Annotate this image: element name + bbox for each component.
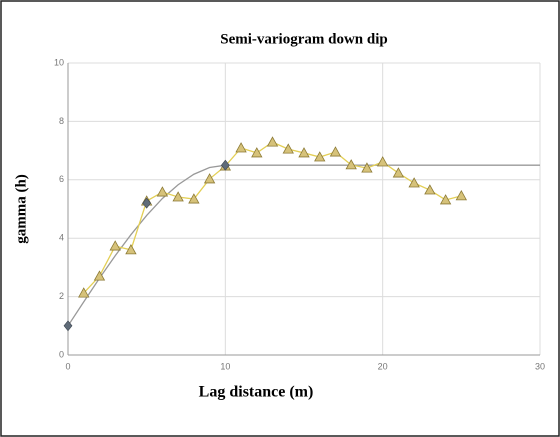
point [63, 320, 73, 332]
x-tick-label: 20 [378, 361, 388, 371]
y-axis-label: gamma (h) [13, 174, 29, 244]
y-tick-label: 10 [54, 57, 64, 67]
x-axis-label: Lag distance (m) [199, 384, 314, 401]
point [424, 184, 436, 195]
point [361, 162, 373, 173]
point [266, 136, 279, 147]
point [345, 159, 357, 170]
chart-title: Semi-variogram down dip [220, 31, 388, 47]
y-tick-label: 4 [59, 233, 64, 243]
point [220, 159, 230, 171]
y-tick-label: 0 [59, 349, 64, 359]
point [109, 240, 121, 251]
x-tick-label: 10 [220, 361, 230, 371]
x-tick-label: 30 [535, 361, 545, 371]
point [125, 244, 137, 255]
point [455, 190, 468, 201]
point [203, 173, 216, 184]
point [439, 194, 452, 205]
point [156, 186, 169, 197]
point [408, 177, 420, 188]
point [188, 193, 200, 204]
point [329, 146, 342, 157]
y-tick-label: 2 [59, 291, 64, 301]
point [78, 287, 90, 298]
point [282, 143, 294, 154]
point [142, 197, 152, 209]
y-tick-label: 8 [59, 116, 64, 126]
x-tick-label: 0 [65, 361, 70, 371]
point [251, 147, 263, 158]
point [392, 167, 405, 178]
point [314, 151, 326, 162]
point [93, 270, 106, 281]
series-line [67, 164, 540, 327]
point [298, 147, 310, 158]
y-tick-label: 6 [59, 174, 64, 184]
point [172, 191, 184, 202]
point [235, 142, 247, 153]
point [376, 156, 389, 167]
